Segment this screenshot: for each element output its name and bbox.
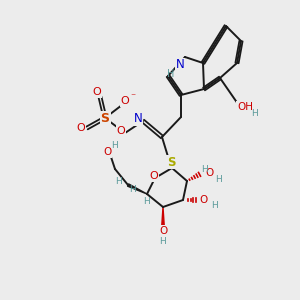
- Text: O: O: [159, 226, 167, 236]
- Text: O: O: [200, 195, 208, 205]
- Text: O: O: [206, 168, 214, 178]
- Text: H: H: [144, 197, 150, 206]
- Text: H: H: [130, 184, 136, 194]
- Polygon shape: [128, 184, 147, 194]
- Text: O: O: [103, 147, 111, 157]
- Text: O: O: [150, 171, 158, 181]
- Polygon shape: [162, 207, 164, 226]
- Text: S: S: [167, 155, 175, 169]
- Polygon shape: [168, 160, 172, 168]
- Text: N: N: [134, 112, 142, 125]
- Text: O: O: [117, 126, 125, 136]
- Text: S: S: [167, 155, 175, 169]
- Text: H: H: [252, 110, 258, 118]
- Text: N: N: [176, 58, 184, 71]
- Text: OH: OH: [237, 102, 253, 112]
- Text: H: H: [212, 200, 218, 209]
- Text: H: H: [167, 69, 175, 79]
- Text: ⁻: ⁻: [130, 92, 136, 102]
- Text: H: H: [115, 178, 122, 187]
- Text: S: S: [167, 155, 175, 169]
- Text: O: O: [121, 96, 129, 106]
- Text: H: H: [111, 142, 117, 151]
- Text: H: H: [216, 175, 222, 184]
- Text: O: O: [93, 87, 101, 97]
- Text: O: O: [76, 123, 85, 133]
- Text: O: O: [150, 171, 158, 181]
- Text: H: H: [202, 166, 208, 175]
- Text: S: S: [100, 112, 109, 124]
- Text: H: H: [160, 236, 167, 245]
